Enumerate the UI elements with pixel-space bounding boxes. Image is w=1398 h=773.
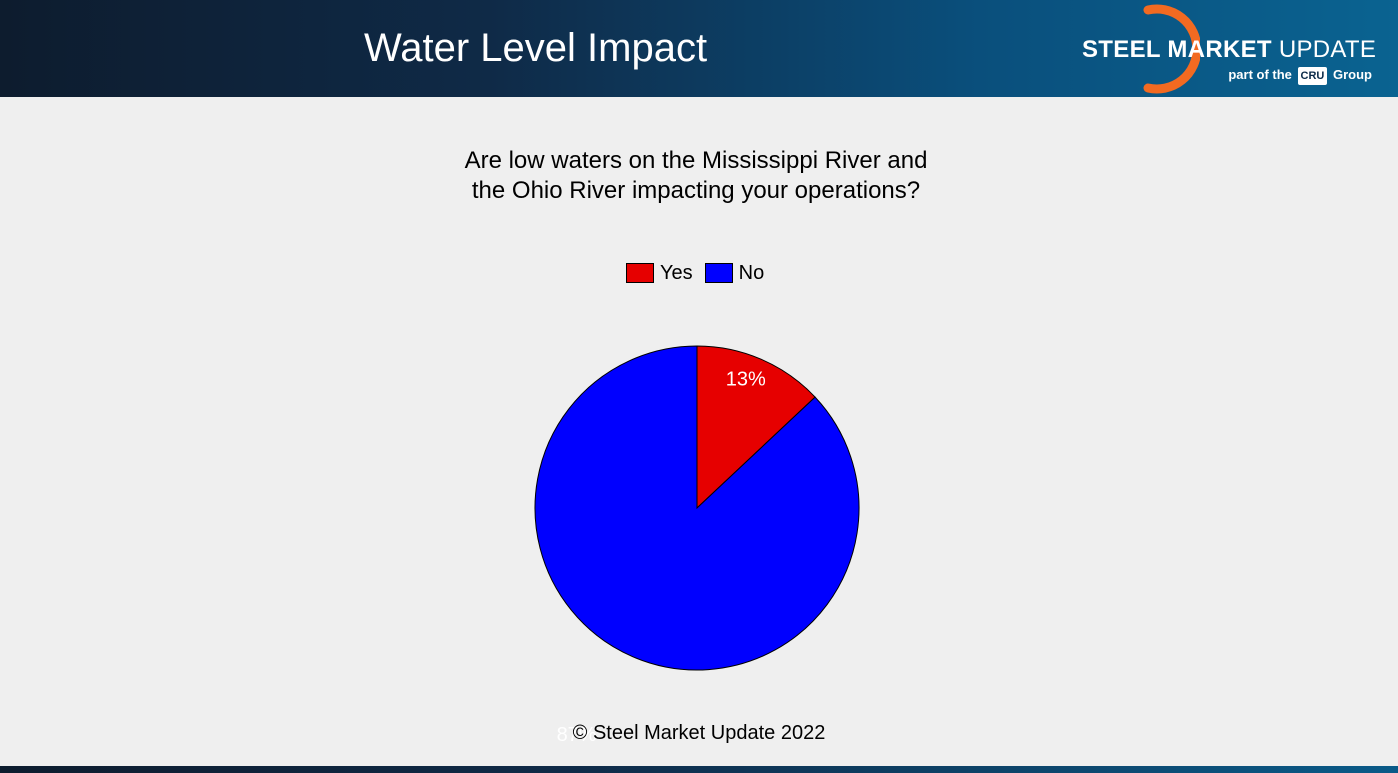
legend-label-no: No [738,261,765,284]
steel-market-update-logo: STEEL MARKET UPDATE part of the CRU Grou… [1070,4,1390,94]
legend-item-yes: Yes [626,262,693,285]
pie-slice-yes [696,345,816,510]
slide-header: Water Level Impact STEEL MARKET UPDATE p… [0,0,1398,97]
logo-arc-icon [1143,4,1200,94]
legend-item-no: No [704,261,765,285]
logo-update: UPDATE [1271,36,1377,63]
slide-bottom-bar [0,766,1398,773]
chart-title-line-1: Are low waters on the Mississippi River … [464,147,928,174]
logo-wordmark: STEEL MARKET UPDATE [1082,36,1377,63]
chart-legend: Yes No [626,261,776,285]
slide-title: Water Level Impact [364,26,708,70]
legend-swatch-no [704,263,733,283]
chart-title-line-2: the Ohio River impacting your operations… [471,177,921,204]
pie-label-no: 87% [557,724,597,746]
pie-label-yes: 13% [726,369,766,391]
chart-title: Are low waters on the Mississippi River … [346,146,1046,206]
pie-slice-no [534,345,860,671]
logo-market: MARKET [1160,36,1272,63]
copyright-note: © Steel Market Update 2022 [572,722,826,744]
logo-subtitle: part of the CRU Group [1228,64,1372,86]
legend-swatch-yes [626,263,654,283]
cru-badge: CRU [1297,66,1328,85]
legend-label-yes: Yes [660,261,693,284]
